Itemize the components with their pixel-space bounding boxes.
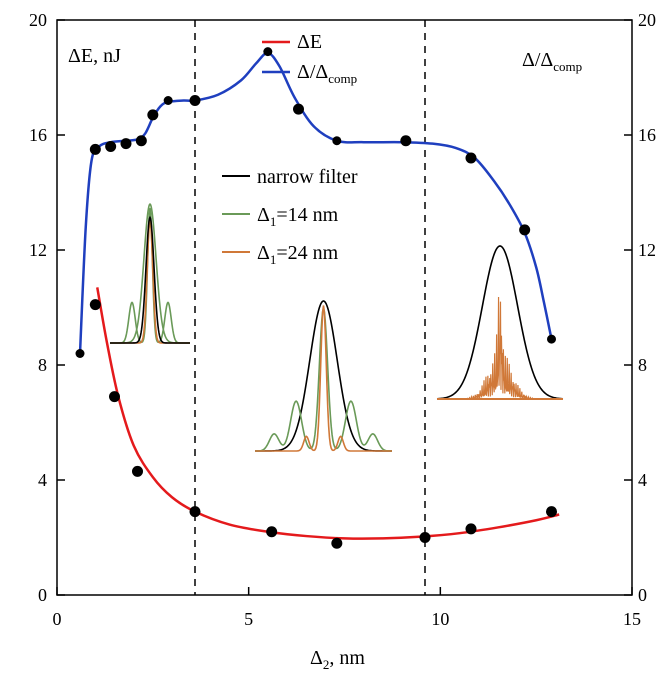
y-tick-label-left: 12 xyxy=(29,240,47,260)
y-tick-label-right: 8 xyxy=(638,355,647,375)
inset-legend-label-24nm: Δ1=24 nm xyxy=(257,242,339,267)
fit-curves xyxy=(78,51,560,540)
point-delta-e xyxy=(109,391,120,403)
inset-legend-label-24nm-base: Δ xyxy=(257,242,270,264)
y-tick-label-left: 8 xyxy=(38,355,47,375)
x-axis-title-base: Δ xyxy=(310,647,323,669)
inset2-orange-spectrum xyxy=(255,305,392,452)
point-delta-ratio xyxy=(547,334,556,344)
main-legend: ΔE Δ/Δcomp xyxy=(262,31,357,86)
y-axis-left-title: ΔE, nJ xyxy=(68,45,121,67)
point-delta-ratio xyxy=(147,109,159,121)
point-delta-ratio xyxy=(519,224,531,236)
point-delta-ratio xyxy=(189,95,201,106)
y-tick-label-left: 16 xyxy=(29,125,47,145)
inset-legend-label-narrow: narrow filter xyxy=(257,166,358,188)
legend-label-delta-ratio-sub: comp xyxy=(328,71,357,86)
plot-border xyxy=(56,19,633,596)
point-delta-e xyxy=(89,299,101,311)
point-delta-e xyxy=(331,537,343,549)
inset2-green-spectrum xyxy=(255,305,392,452)
point-delta-ratio xyxy=(120,138,132,150)
point-delta-ratio xyxy=(400,135,412,147)
inset-legend-label-14nm-suffix: =14 nm xyxy=(276,204,338,226)
inset-legend-label-14nm: Δ1=14 nm xyxy=(257,204,339,229)
point-delta-e xyxy=(132,465,143,477)
x-axis-title-unit: , nm xyxy=(329,647,365,669)
legend-label-delta-ratio: Δ/Δcomp xyxy=(297,61,357,86)
inset1-green-sidelobes xyxy=(110,207,190,344)
inset1-orange-spectrum xyxy=(110,218,190,344)
y-axis-right-title-sub: comp xyxy=(553,59,582,74)
point-delta-ratio xyxy=(465,152,477,164)
point-delta-e xyxy=(266,526,278,538)
plot-frame xyxy=(56,19,633,596)
x-tick-label: 15 xyxy=(623,609,641,629)
y-tick-label-left: 20 xyxy=(29,10,47,30)
y-tick-label-right: 20 xyxy=(638,10,656,30)
point-delta-ratio xyxy=(332,136,342,146)
inset1-narrow-spectrum xyxy=(110,215,190,344)
point-delta-ratio xyxy=(293,103,304,115)
inset3-orange-spectrum xyxy=(437,296,563,401)
point-delta-ratio xyxy=(163,96,173,105)
inset3-narrow-spectrum xyxy=(436,245,564,400)
spectra-insets xyxy=(110,202,564,452)
y-axis-right-title: Δ/Δcomp xyxy=(522,49,582,74)
inset-legend-label-14nm-sub: 1 xyxy=(270,214,277,229)
point-delta-ratio xyxy=(89,143,101,155)
point-delta-e xyxy=(546,506,557,518)
data-points xyxy=(75,47,557,549)
point-delta-e xyxy=(419,532,431,543)
inset2-narrow-spectrum xyxy=(255,300,392,452)
inset-legend-label-14nm-base: Δ xyxy=(257,204,270,226)
point-delta-ratio xyxy=(135,135,147,147)
y-tick-label-right: 12 xyxy=(638,240,656,260)
y-tick-label-right: 0 xyxy=(638,585,647,605)
y-tick-label-left: 0 xyxy=(38,585,47,605)
inset-legend: narrow filter Δ1=14 nm Δ1=24 nm xyxy=(222,166,358,267)
x-tick-label: 0 xyxy=(53,609,62,629)
point-delta-ratio xyxy=(75,349,85,358)
legend-label-delta-e: ΔE xyxy=(297,31,322,53)
x-tick-label: 5 xyxy=(244,609,253,629)
y-tick-label-right: 16 xyxy=(638,125,656,145)
point-delta-e xyxy=(465,523,477,535)
point-delta-e xyxy=(189,506,201,518)
y-axis-right-title-base: Δ/Δ xyxy=(522,49,553,71)
inset-legend-label-24nm-sub: 1 xyxy=(270,252,277,267)
x-axis-title: Δ2, nm xyxy=(310,647,365,672)
legend-label-delta-ratio-base: Δ/Δ xyxy=(297,61,328,83)
x-axis-title-sub: 2 xyxy=(323,657,330,672)
y-tick-label-right: 4 xyxy=(638,470,647,490)
dashed-boundaries xyxy=(194,20,426,595)
point-delta-ratio xyxy=(263,47,273,57)
point-delta-ratio xyxy=(105,141,117,152)
inset-legend-label-24nm-suffix: =24 nm xyxy=(276,242,338,264)
y-tick-label-left: 4 xyxy=(38,470,47,490)
x-tick-label: 10 xyxy=(431,609,449,629)
